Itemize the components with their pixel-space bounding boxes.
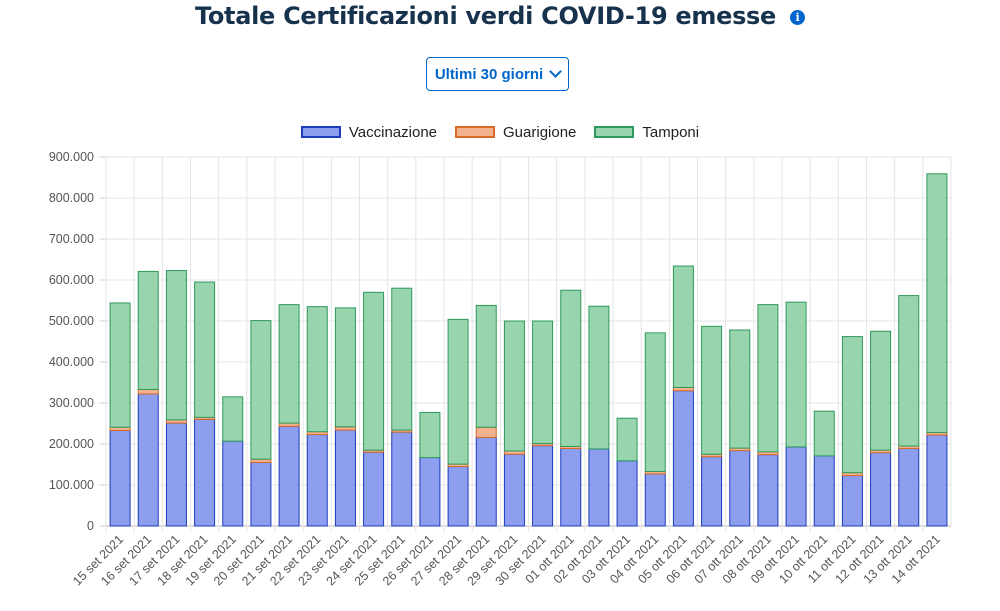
y-tick-label: 700.000 <box>49 232 94 246</box>
legend-swatch-guarigione <box>455 126 496 138</box>
bar-tamponi <box>503 320 525 452</box>
bar-vaccinazione <box>250 461 272 527</box>
bar-tamponi <box>644 332 666 472</box>
bar-vaccinazione <box>870 452 892 527</box>
bar-vaccinazione <box>194 418 216 527</box>
period-dropdown-label: Ultimi 30 giorni <box>434 65 544 83</box>
bar-tamponi <box>898 295 920 447</box>
bar-tamponi <box>813 410 835 457</box>
bar-vaccinazione <box>813 455 835 527</box>
legend-label-guarigione: Guarigione <box>503 123 577 141</box>
bar-vaccinazione <box>419 457 441 527</box>
bar-tamponi <box>447 318 469 465</box>
bar-tamponi <box>870 330 892 451</box>
bar-vaccinazione <box>926 434 948 527</box>
legend-swatch-tamponi <box>594 126 635 138</box>
bar-vaccinazione <box>109 429 131 527</box>
y-tick-label: 300.000 <box>49 396 94 410</box>
legend-label-tamponi: Tamponi <box>642 123 700 141</box>
bar-tamponi <box>109 302 131 428</box>
legend-label-vaccinazione: Vaccinazione <box>348 123 438 141</box>
bar-tamponi <box>306 306 328 433</box>
y-tick-label: 900.000 <box>49 150 94 164</box>
bar-vaccinazione <box>222 440 244 527</box>
y-tick-label: 200.000 <box>49 437 94 451</box>
bar-tamponi <box>926 173 948 434</box>
bar-vaccinazione <box>165 422 187 527</box>
bar-tamponi <box>672 265 694 388</box>
bar-guarigione <box>475 426 497 438</box>
bar-tamponi <box>334 307 356 428</box>
bar-vaccinazione <box>841 475 863 527</box>
bar-vaccinazione <box>334 429 356 527</box>
bar-tamponi <box>532 320 554 445</box>
legend-item-vaccinazione[interactable]: Vaccinazione <box>300 123 438 141</box>
bar-tamponi <box>137 270 159 390</box>
bar-tamponi <box>701 325 723 455</box>
bar-vaccinazione <box>644 473 666 527</box>
bar-vaccinazione <box>785 446 807 527</box>
y-tick-label: 500.000 <box>49 314 94 328</box>
bar-tamponi <box>391 287 413 431</box>
legend-swatch-vaccinazione <box>300 126 341 138</box>
bar-vaccinazione <box>588 448 610 527</box>
bar-vaccinazione <box>306 434 328 527</box>
bar-vaccinazione <box>757 454 779 527</box>
bar-vaccinazione <box>701 456 723 527</box>
bar-guarigione <box>137 388 159 395</box>
bar-vaccinazione <box>898 448 920 527</box>
bar-tamponi <box>560 289 582 447</box>
bar-tamponi <box>250 320 272 460</box>
bar-vaccinazione <box>363 451 385 527</box>
bar-tamponi <box>785 301 807 448</box>
bar-vaccinazione <box>729 450 751 527</box>
y-tick-label: 600.000 <box>49 273 94 287</box>
bar-vaccinazione <box>137 393 159 527</box>
chart-title-row: Totale Certificazioni verdi COVID-19 eme… <box>0 0 1000 32</box>
bar-vaccinazione <box>672 390 694 527</box>
y-tick-label: 800.000 <box>49 191 94 205</box>
bar-vaccinazione <box>532 445 554 527</box>
bar-tamponi <box>616 417 638 462</box>
info-icon[interactable]: i <box>790 10 806 25</box>
bar-vaccinazione <box>391 431 413 527</box>
legend-item-guarigione[interactable]: Guarigione <box>455 124 576 141</box>
y-tick-label: 400.000 <box>49 355 94 369</box>
period-dropdown-button[interactable]: Ultimi 30 giorni <box>426 57 569 91</box>
bar-tamponi <box>729 329 751 449</box>
bar-tamponi <box>475 304 497 428</box>
y-tick-label: 100.000 <box>49 478 94 492</box>
bar-tamponi <box>419 411 441 459</box>
bar-vaccinazione <box>447 466 469 527</box>
bar-tamponi <box>363 291 385 451</box>
bar-tamponi <box>194 281 216 418</box>
page-title: Totale Certificazioni verdi COVID-19 eme… <box>194 2 777 30</box>
bar-vaccinazione <box>560 448 582 527</box>
y-tick-label: 0 <box>87 519 94 533</box>
bar-tamponi <box>841 336 863 474</box>
bar-tamponi <box>278 304 300 424</box>
bar-vaccinazione <box>475 436 497 527</box>
bar-tamponi <box>222 396 244 442</box>
chart-legend: Vaccinazione Guarigione Tamponi <box>0 122 1000 142</box>
bar-vaccinazione <box>278 425 300 527</box>
bar-tamponi <box>588 305 610 450</box>
bar-vaccinazione <box>616 460 638 527</box>
legend-item-tamponi[interactable]: Tamponi <box>594 124 699 141</box>
bar-tamponi <box>165 270 187 421</box>
bar-vaccinazione <box>503 453 525 527</box>
bar-tamponi <box>757 304 779 453</box>
